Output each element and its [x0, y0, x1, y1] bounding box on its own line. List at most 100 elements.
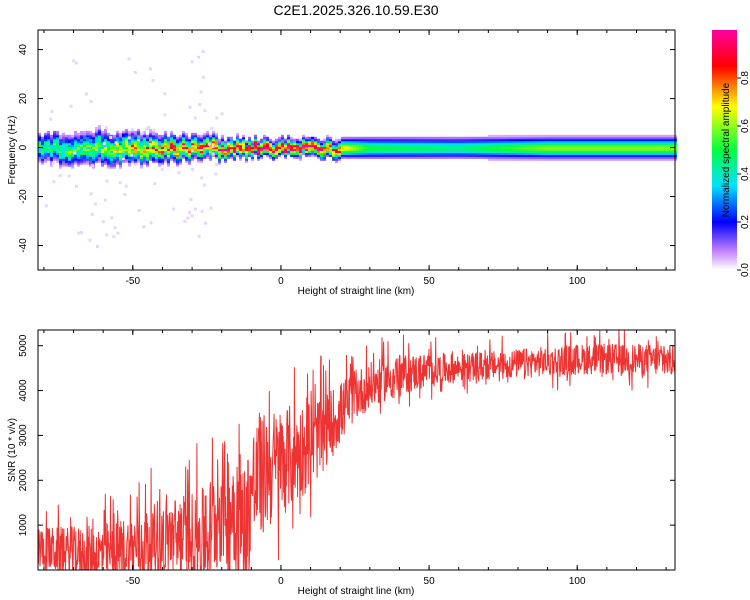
spectrogram-cell [257, 140, 260, 144]
spectrogram-cell [326, 134, 329, 138]
spectrogram-cell [503, 136, 506, 140]
spectrogram-cell [425, 154, 428, 157]
spectrogram-cell [611, 158, 614, 161]
spectrogram-cell [116, 150, 119, 153]
spectrogram-cell [170, 158, 173, 161]
spectrogram-cell [56, 146, 59, 150]
spectrogram-cell [74, 132, 77, 136]
spectrogram-cell [659, 146, 662, 150]
spectrogram-cell [644, 144, 647, 148]
spectrogram-cell [518, 144, 521, 148]
spectrogram-cell [440, 150, 443, 153]
spectrogram-cell [71, 150, 74, 153]
spectrogram-cell [179, 162, 182, 165]
spectrogram-cell [668, 144, 671, 148]
spectrogram-cell [128, 132, 131, 136]
spectrogram-cell [659, 134, 662, 138]
spectrogram-cell [503, 146, 506, 150]
spectrogram-cell [446, 144, 449, 148]
spectrogram-cell [626, 146, 629, 150]
spectrogram-cell [176, 158, 179, 161]
spectrogram-cell [473, 138, 476, 142]
spectrogram-cell [383, 150, 386, 153]
spectrogram-cell [299, 140, 302, 144]
spectrogram-cell [320, 142, 323, 146]
spectrogram-cell [542, 154, 545, 157]
spectrogram-cell [203, 144, 206, 148]
spectrogram-cell [233, 150, 236, 153]
spectrogram-cell [212, 136, 215, 140]
spectrogram-cell [263, 142, 266, 146]
spectrogram-cell [617, 144, 620, 148]
spectrogram-cell [377, 136, 380, 140]
spectrogram-cell [560, 146, 563, 150]
spectrogram-cell [59, 148, 62, 152]
spectrogram-cell [497, 156, 500, 159]
spectrogram-cell [287, 140, 290, 144]
spectrogram-cell [350, 148, 353, 152]
spectrogram-cell [239, 156, 242, 159]
spectrogram-cell [521, 154, 524, 157]
spectrogram-cell [83, 154, 86, 157]
spectrogram-noise-cell [200, 209, 204, 213]
spectrogram-cell [443, 144, 446, 148]
spectrogram-cell [392, 136, 395, 140]
spectrogram-cell [299, 144, 302, 148]
spectrogram-cell [656, 134, 659, 138]
spectrogram-cell [491, 136, 494, 140]
spectrogram-cell [161, 154, 164, 157]
spectrogram-cell [632, 148, 635, 152]
spectrogram-cell [479, 136, 482, 140]
spectrogram-cell [173, 138, 176, 142]
spectrogram-cell [371, 142, 374, 146]
spectrogram-cell [545, 144, 548, 148]
spectrogram-cell [188, 146, 191, 150]
spectrogram-cell [416, 152, 419, 155]
spectrogram-noise-cell [137, 208, 141, 212]
spectrogram-cell [332, 140, 335, 144]
spectrogram-cell [656, 146, 659, 150]
spectrogram-cell [269, 146, 272, 150]
spectrogram-cell [452, 136, 455, 140]
spectrogram-cell [149, 152, 152, 155]
spectrogram-cell [401, 146, 404, 150]
spectrogram-cell [137, 148, 140, 152]
spectrogram-cell [209, 138, 212, 142]
spectrogram-cell [221, 144, 224, 148]
spectrogram-cell [59, 164, 62, 167]
spectrogram-noise-cell [103, 198, 107, 202]
spectrogram-cell [137, 132, 140, 136]
spectrogram-cell [173, 152, 176, 155]
spectrogram-noise-cell [74, 184, 78, 188]
spectrogram-cell [407, 152, 410, 155]
spectrogram-cell [638, 148, 641, 152]
spectrogram-cell [638, 142, 641, 146]
spectrogram-noise-cell [102, 142, 106, 146]
spectrogram-cell [530, 150, 533, 153]
spectrogram-cell [338, 154, 341, 157]
spectrogram-cell [41, 160, 44, 163]
spectrogram-cell [620, 138, 623, 142]
spectrogram-cell [641, 136, 644, 140]
spectrogram-cell [497, 138, 500, 142]
spectrogram-cell [176, 154, 179, 157]
spectrogram-cell [380, 146, 383, 150]
spectrogram-cell [77, 144, 80, 148]
spectrogram-cell [560, 134, 563, 138]
spectrogram-noise-cell [220, 112, 224, 116]
spectrogram-cell [74, 144, 77, 148]
spectrogram-cell [143, 138, 146, 142]
spectrogram-cell [518, 152, 521, 155]
spectrogram-cell [284, 150, 287, 153]
spectrogram-cell [599, 144, 602, 148]
spectrogram-cell [479, 148, 482, 152]
spectrogram-cell [338, 140, 341, 144]
spectrogram-cell [59, 146, 62, 150]
spectrogram-cell [104, 146, 107, 150]
spectrogram-cell [89, 138, 92, 142]
spectrogram-noise-cell [214, 163, 218, 167]
spectrogram-cell [323, 158, 326, 161]
spectrogram-cell [440, 144, 443, 148]
spectrogram-cell [545, 150, 548, 153]
spectrogram-cell [236, 136, 239, 140]
